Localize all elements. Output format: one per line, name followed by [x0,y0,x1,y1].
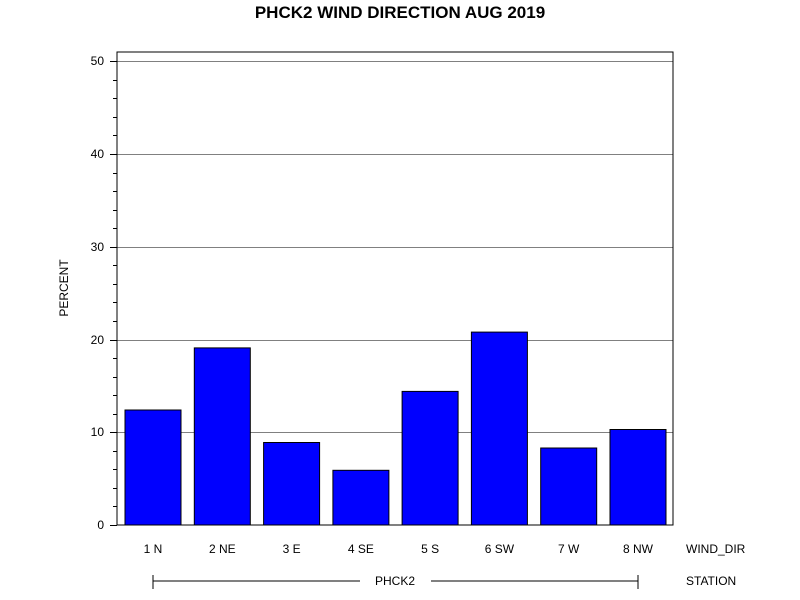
y-axis-label: PERCENT [57,259,71,317]
bar [124,409,182,526]
x-tick-label: 7 W [558,542,580,556]
y-tick-label: 20 [91,333,105,347]
grid-lines [117,61,673,433]
category-axis-label: WIND_DIR [686,542,746,556]
y-tick-label: 40 [91,147,105,161]
bar [263,442,321,526]
bar [193,347,251,526]
bar [540,447,598,526]
x-tick-labels: 1 N 2 NE 3 E 4 SE 5 S 6 SW 7 W 8 NW [144,542,654,556]
y-tick-label: 30 [91,240,105,254]
x-tick-label: 8 NW [623,542,654,556]
x-tick-label: 6 SW [485,542,515,556]
y-axis: 0 10 20 30 40 50 [91,54,117,532]
bars [124,331,667,526]
y-tick-label: 0 [97,518,104,532]
bar [401,390,459,526]
x-tick-label: 4 SE [348,542,374,556]
group-label: PHCK2 [375,574,415,588]
x-tick-label: 5 S [421,542,439,556]
bar [609,429,667,526]
x-tick-label: 3 E [283,542,301,556]
bar [332,469,390,526]
plot-frame [116,51,674,526]
y-tick-label: 10 [91,425,105,439]
y-tick-label: 50 [91,54,105,68]
bar [470,331,528,526]
chart-title: PHCK2 WIND DIRECTION AUG 2019 [255,3,545,22]
group-bracket [152,575,639,589]
x-tick-label: 1 N [144,542,163,556]
x-tick-label: 2 NE [209,542,236,556]
group-axis-label: STATION [686,574,736,588]
